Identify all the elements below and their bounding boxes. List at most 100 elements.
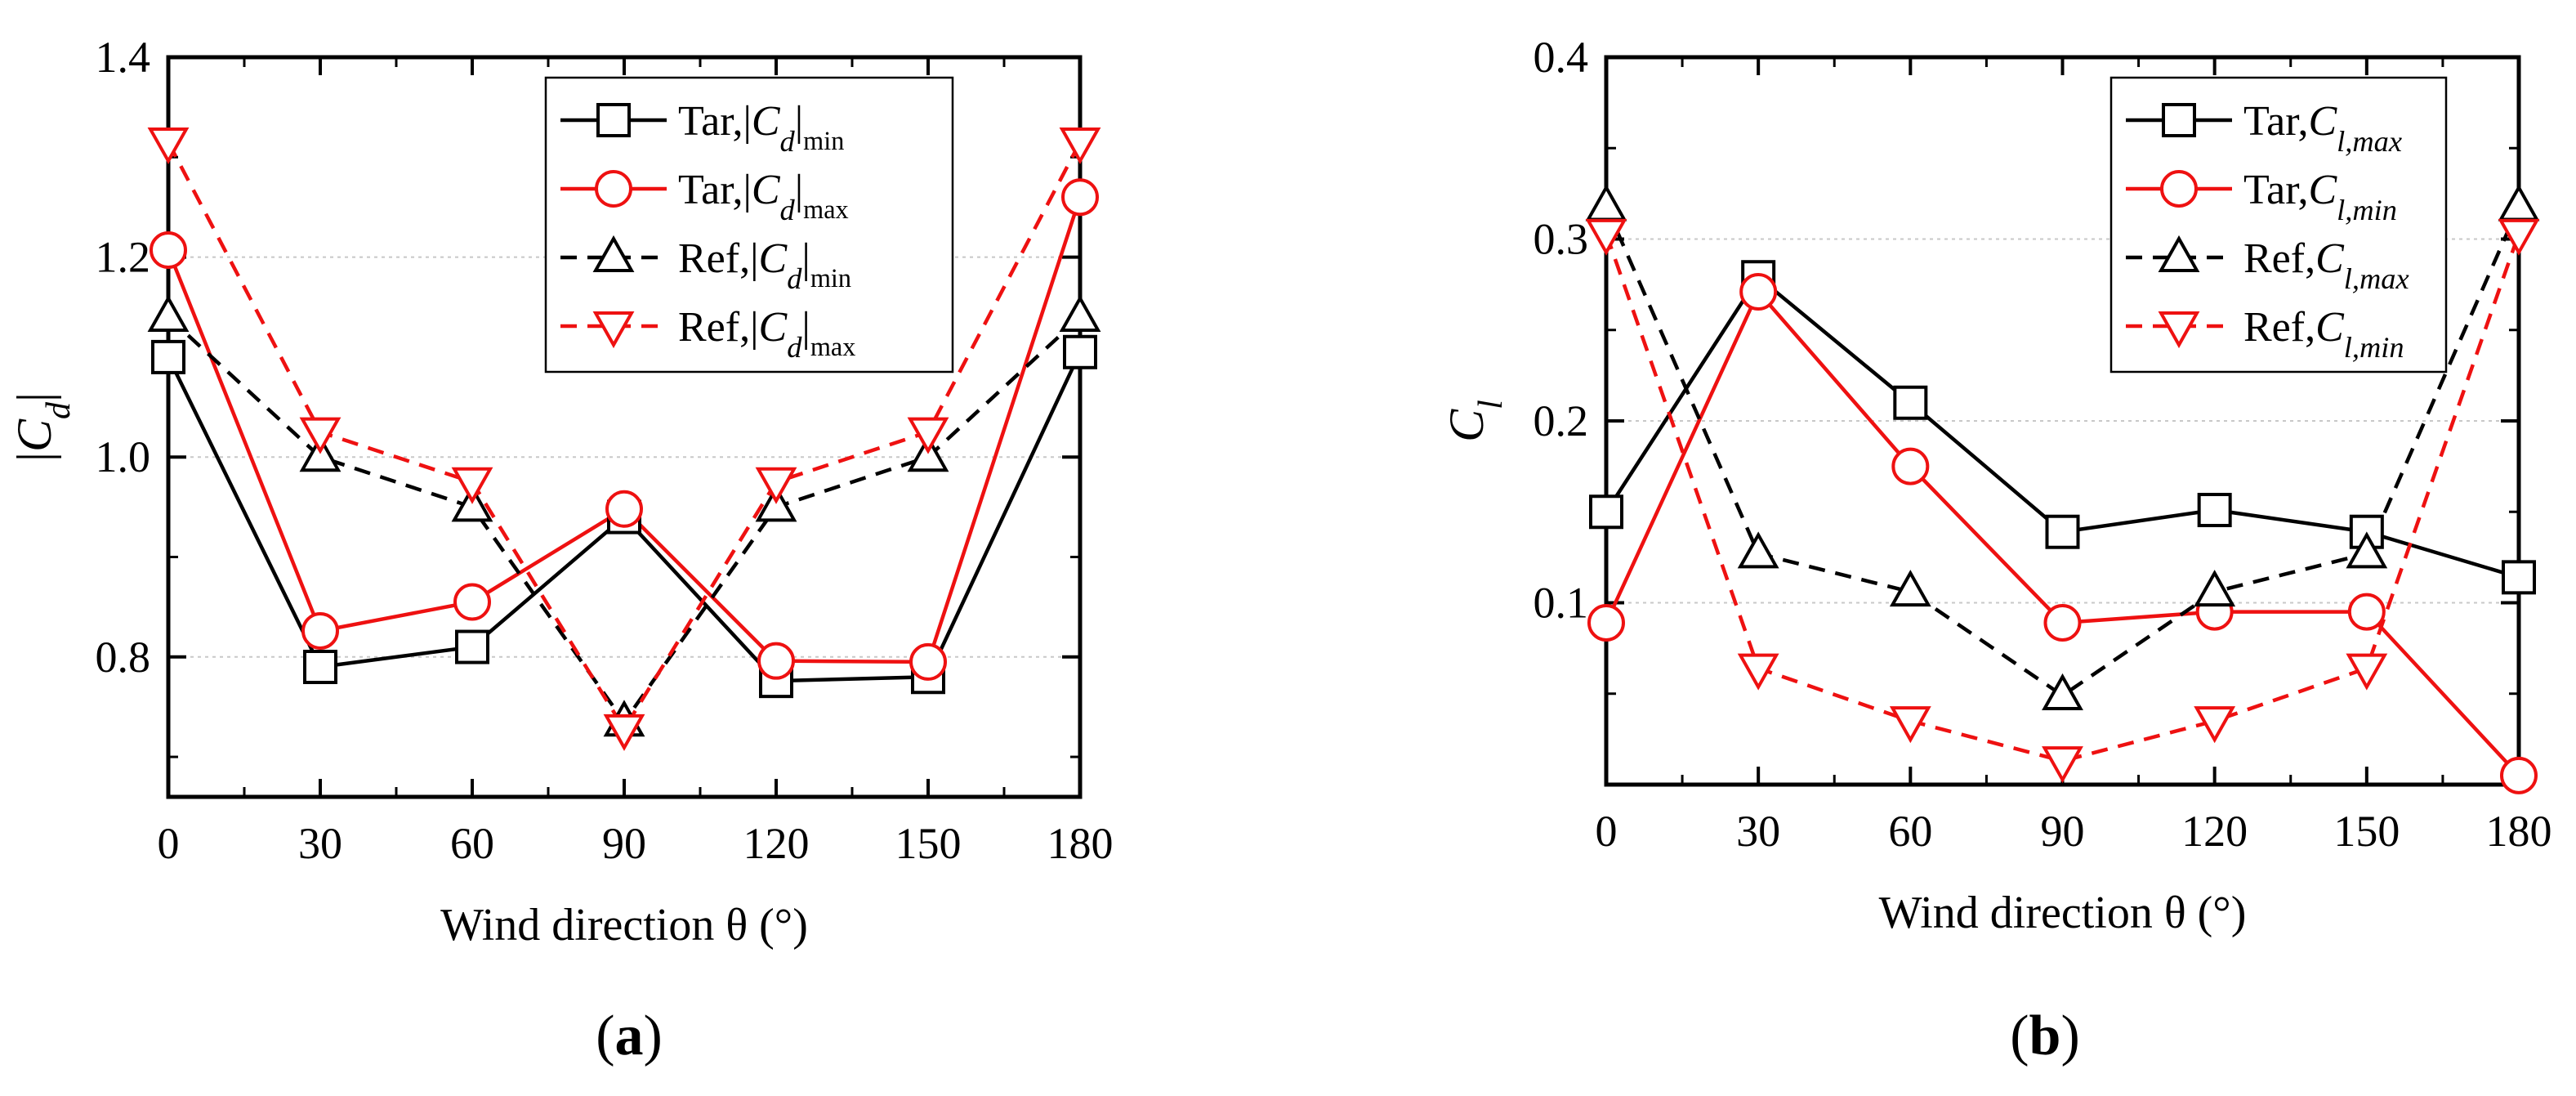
legend-label-b-0-symbol: C [2308, 98, 2337, 145]
y-axis-label-a: |Cd| [7, 392, 78, 462]
data-point-b-3-6 [2498, 218, 2540, 256]
panel-label-a-letter: a [615, 1004, 644, 1067]
data-point-b-3-1 [1737, 653, 1779, 691]
y-axis-label-b: Cl [1440, 400, 1510, 442]
x-tick-label-a-2: 60 [450, 819, 494, 868]
data-point-a-2-1 [299, 435, 342, 472]
panel-label-b-open: ( [2010, 1004, 2029, 1067]
data-point-a-1-3 [605, 490, 643, 528]
y-tick-label-b-1: 0.2 [1534, 396, 1589, 445]
legend-label-b-1: Tar,Cl,min [2243, 167, 2397, 226]
legend-label-a-3: Ref,|Cd|max [678, 304, 855, 364]
legend-label-a-1: Tar,|Cd|max [678, 167, 849, 226]
data-point-b-1-6 [2500, 756, 2538, 794]
data-point-a-3-2 [451, 467, 493, 504]
x-axis-label-a: Wind direction θ (°) [440, 900, 808, 951]
x-tick-label-a-5: 150 [895, 819, 962, 868]
panel-label-b-close: ) [2060, 1004, 2079, 1067]
legend-label-b-2-sub: l,max [2344, 262, 2409, 295]
data-point-b-1-3 [2043, 603, 2082, 642]
legend-marker-b-1 [2160, 170, 2198, 208]
data-point-a-1-5 [909, 642, 947, 681]
legend-label-a-2-symbol: C [759, 235, 788, 282]
legend-label-b-3-sub: l,min [2344, 331, 2404, 364]
legend-label-b-2-symbol: C [2315, 235, 2345, 282]
legend-label-b-3: Ref,Cl,min [2243, 304, 2404, 364]
legend-label-a-3-symbol: C [759, 304, 788, 351]
y-tick-label-b-0: 0.1 [1534, 579, 1589, 628]
legend-label-a-3-bar: | [801, 304, 810, 351]
x-tick-label-a-1: 30 [298, 819, 342, 868]
legend-label-b-0-sub: l,max [2337, 125, 2402, 158]
legend-label-a-2: Ref,|Cd|min [678, 235, 851, 295]
x-tick-label-b-5: 150 [2333, 807, 2400, 856]
legend-label-a-3-subscript: max [810, 332, 856, 361]
legend-label-a-2-bar: | [801, 235, 810, 282]
chart-panel-b: 0 30 60 90 120 150 180 0.1 0.2 0.3 0.4 Wind directi… [1440, 33, 2552, 938]
y-tick-label-a-3: 1.4 [96, 33, 151, 82]
y-axis-label-a-bar_close: | [7, 392, 61, 402]
data-point-b-2-2 [1889, 570, 1931, 607]
legend-label-a-2-sub: d [787, 262, 802, 295]
data-point-a-3-1 [299, 417, 342, 454]
data-point-a-1-0 [150, 231, 187, 270]
legend-marker-a-3 [592, 311, 635, 349]
legend-label-b-1-symbol: C [2308, 167, 2337, 213]
legend-marker-b-0 [2162, 103, 2196, 137]
legend-label-a-1-sub: d [780, 194, 796, 226]
legend-label-a-1-prefix: Tar,| [678, 167, 752, 213]
data-point-b-0-0 [1589, 494, 1623, 530]
y-axis-label-a-symbol: C [7, 418, 61, 452]
x-tick-label-a-3: 90 [602, 819, 646, 868]
data-point-a-2-2 [451, 485, 493, 522]
data-point-b-0-2 [1893, 385, 1928, 420]
data-point-a-2-0 [147, 294, 190, 332]
data-point-a-1-1 [301, 611, 339, 650]
panel-label-a-open: ( [596, 1004, 614, 1067]
legend-label-a-2-subscript: min [810, 263, 851, 293]
data-point-a-0-6 [1063, 334, 1097, 369]
legend-label-a-1-symbol: C [752, 167, 781, 213]
data-point-a-2-5 [907, 435, 949, 472]
legend-label-a-3-sub: d [787, 331, 802, 364]
panel-label-a-close: ) [644, 1004, 663, 1067]
data-point-a-3-0 [147, 127, 190, 165]
legend-label-b-1-prefix: Tar, [2243, 167, 2308, 213]
legend-marker-b-3 [2158, 311, 2200, 349]
legend-label-a-1-subscript: max [803, 195, 849, 224]
data-point-b-3-4 [2194, 706, 2236, 744]
data-point-a-0-0 [151, 339, 185, 374]
legend-label-a-0-subscript: min [803, 126, 844, 155]
y-tick-label-a-0: 0.8 [96, 633, 151, 682]
data-point-b-1-0 [1587, 603, 1625, 642]
data-point-b-2-1 [1737, 531, 1779, 569]
legend-label-a-1-bar: | [795, 167, 803, 213]
data-point-b-2-6 [2498, 184, 2540, 221]
data-point-b-2-3 [2042, 673, 2083, 710]
y-axis-label-b-sub: l [1472, 400, 1510, 409]
data-point-b-3-2 [1889, 706, 1931, 744]
legend-label-a-0-prefix: Tar,| [678, 98, 752, 145]
data-point-b-1-5 [2347, 593, 2386, 631]
chart-panel-a: 0 30 60 90 120 150 180 0.8 1.0 1.2 1.4 Wind directi… [7, 33, 1114, 951]
legend-label-b-3-prefix: Ref, [2243, 304, 2315, 351]
y-axis-label-b-symbol: C [1440, 409, 1493, 442]
y-axis-label-a-sub: d [40, 401, 78, 419]
legend-label-b-2-prefix: Ref, [2243, 235, 2315, 282]
data-point-b-2-5 [2346, 531, 2388, 569]
x-tick-label-a-0: 0 [158, 819, 180, 868]
data-point-b-3-5 [2346, 653, 2388, 691]
data-point-a-2-4 [755, 485, 797, 522]
panel-label-b-letter: b [2029, 1004, 2061, 1067]
y-tick-label-b-3: 0.4 [1534, 33, 1589, 82]
legend-marker-b-2 [2158, 235, 2200, 272]
y-axis-label-a-bar_open: | [7, 452, 61, 462]
legend-label-a-0-symbol: C [752, 98, 781, 145]
y-tick-label-a-1: 1.0 [96, 432, 151, 481]
legend-marker-a-1 [595, 170, 632, 208]
y-tick-label-a-2: 1.2 [96, 233, 151, 282]
x-tick-label-b-0: 0 [1596, 807, 1618, 856]
data-point-a-3-5 [907, 417, 949, 454]
data-point-a-2-6 [1059, 294, 1101, 332]
